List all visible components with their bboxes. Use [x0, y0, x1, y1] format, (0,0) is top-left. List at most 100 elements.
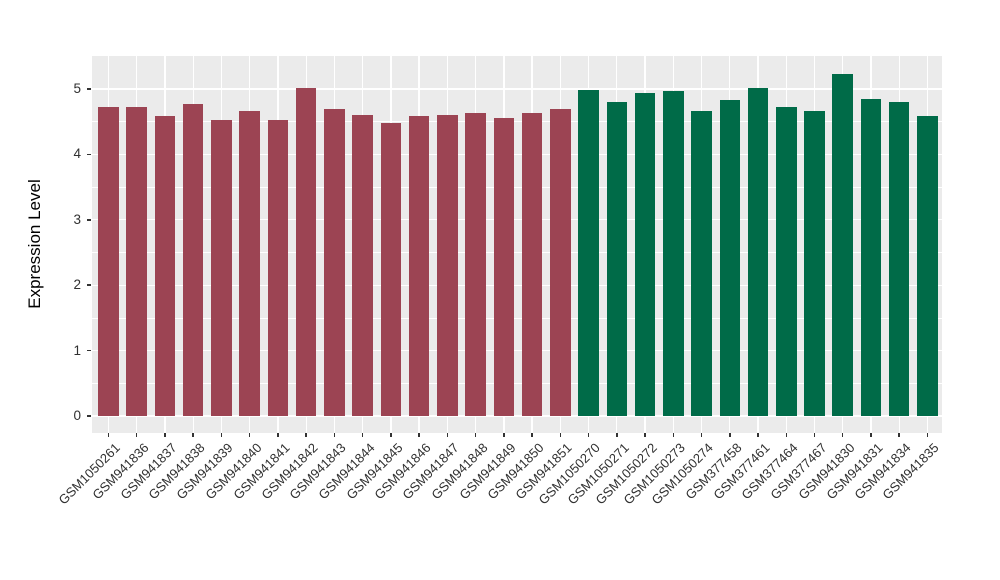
x-axis-tick	[135, 433, 138, 437]
y-axis-tick	[87, 219, 91, 221]
x-axis-tick	[870, 433, 872, 437]
x-tick-label-container: GSM377467	[0, 439, 829, 502]
x-axis-tick	[305, 433, 307, 437]
x-tick-label: GSM941834	[851, 440, 914, 503]
x-tick-label-container: GSM941838	[0, 439, 208, 502]
y-tick-label: 4	[73, 146, 81, 162]
x-axis-tick	[841, 433, 844, 437]
gridline-horizontal-major	[92, 88, 942, 90]
gridline-horizontal-major	[92, 415, 942, 417]
x-tick-label-container: GSM1050261	[0, 439, 123, 507]
x-tick-label-container: GSM941835	[0, 439, 942, 502]
x-axis-tick	[361, 433, 364, 437]
x-tick-label: GSM941850	[484, 440, 547, 503]
plot-panel	[92, 56, 942, 433]
bar	[239, 110, 260, 416]
x-axis-tick	[785, 433, 787, 437]
x-axis-tick	[616, 433, 618, 437]
gridline-horizontal-major	[92, 219, 942, 221]
y-axis-tick	[87, 153, 91, 156]
bar	[324, 108, 345, 416]
x-tick-label-container: GSM941836	[0, 439, 151, 502]
x-tick-label: GSM1050274	[648, 440, 717, 508]
bar	[267, 120, 289, 416]
x-tick-label: GSM1050271	[564, 440, 632, 508]
x-tick-label: GSM941848	[427, 440, 491, 503]
bar	[691, 111, 712, 416]
x-axis-tick	[644, 433, 646, 437]
x-tick-label-container: GSM941847	[0, 439, 462, 502]
y-tick-label: 5	[73, 81, 81, 96]
bar	[860, 99, 882, 416]
gridline-horizontal-minor	[92, 186, 942, 188]
x-tick-label-container: GSM1050274	[0, 439, 716, 507]
x-tick-label: GSM941836	[89, 440, 152, 503]
x-tick-label: GSM941846	[371, 440, 434, 503]
x-tick-label-container: GSM941843	[0, 439, 349, 502]
y-tick-label: 1	[73, 342, 81, 358]
bar	[663, 90, 684, 416]
bar	[182, 104, 204, 416]
bar	[776, 107, 797, 416]
x-axis-tick	[107, 433, 110, 437]
bar	[98, 107, 119, 416]
x-tick-label: GSM941839	[173, 440, 237, 503]
x-tick-label: GSM941831	[823, 440, 886, 503]
bar	[521, 113, 543, 416]
x-axis-tick	[729, 433, 731, 437]
x-tick-label-container: GSM941851	[0, 439, 575, 502]
bar	[634, 92, 656, 416]
x-tick-label: GSM941844	[315, 440, 378, 503]
x-tick-label: GSM941837	[117, 440, 180, 503]
x-tick-label-container: GSM941839	[0, 439, 236, 502]
x-tick-label: GSM941845	[343, 440, 406, 503]
x-tick-label: GSM377467	[766, 440, 830, 503]
x-tick-label: GSM941835	[879, 440, 943, 503]
x-tick-label-container: GSM941840	[0, 439, 264, 502]
x-tick-label: GSM377458	[682, 440, 745, 503]
x-tick-label-container: GSM1050272	[0, 439, 659, 507]
x-axis-tick	[390, 433, 392, 437]
x-tick-label: GSM941838	[145, 440, 208, 503]
x-tick-label-container: GSM941849	[0, 439, 518, 502]
bar	[719, 100, 741, 416]
x-tick-label-container: GSM941841	[0, 439, 292, 502]
y-axis-tick	[87, 349, 91, 352]
x-tick-label-container: GSM941850	[0, 439, 546, 502]
y-axis-tick	[87, 88, 91, 90]
x-tick-label: GSM1050273	[620, 440, 688, 508]
gridline-horizontal-major	[92, 349, 942, 352]
x-tick-label: GSM377461	[710, 440, 773, 503]
bar	[578, 89, 599, 416]
x-axis-tick	[446, 433, 449, 437]
bar	[380, 123, 402, 416]
x-tick-label-container: GSM941846	[0, 439, 434, 502]
x-tick-label: GSM941830	[795, 440, 858, 503]
gridline-horizontal-minor	[92, 252, 942, 253]
bar	[747, 87, 769, 416]
bar	[888, 102, 910, 416]
bar	[211, 119, 232, 416]
y-tick-label: 2	[73, 277, 81, 293]
x-tick-label-container: GSM377461	[0, 439, 772, 502]
x-axis-tick	[248, 433, 251, 437]
bar	[493, 117, 515, 416]
bar	[295, 88, 317, 416]
gridline-horizontal-major	[92, 284, 942, 286]
gridline-horizontal-major	[92, 153, 942, 156]
bar	[154, 116, 176, 416]
x-axis-tick	[418, 433, 420, 437]
bar	[917, 115, 938, 416]
x-tick-label: GSM1050270	[535, 440, 604, 508]
x-axis-tick	[672, 433, 675, 437]
x-axis-tick	[192, 433, 194, 437]
x-tick-label-container: GSM941837	[0, 439, 179, 502]
x-axis-tick	[700, 433, 703, 437]
gridline-horizontal-minor	[92, 317, 942, 319]
x-tick-label-container: GSM941844	[0, 439, 377, 502]
x-tick-label-container: GSM941834	[0, 439, 914, 502]
bar	[126, 106, 147, 416]
bar	[352, 114, 373, 416]
x-tick-label: GSM941849	[456, 440, 519, 503]
